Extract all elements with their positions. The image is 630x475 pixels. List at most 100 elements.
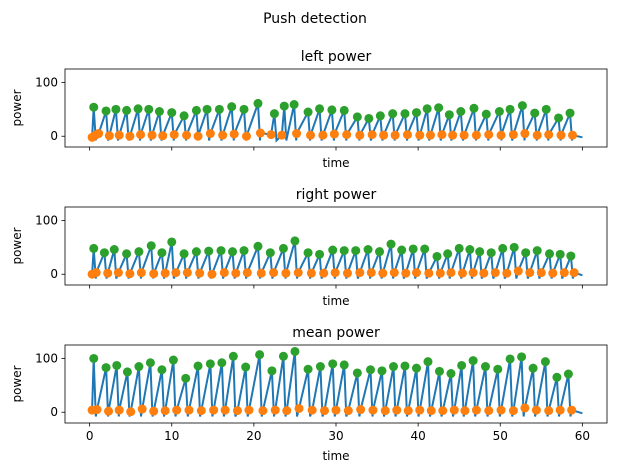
trough-marker xyxy=(342,268,352,278)
trough-marker xyxy=(380,406,390,416)
trough-marker xyxy=(126,407,136,417)
y-tick-label: 0 xyxy=(50,129,58,143)
subplot-right-power: right power 0 100 time power xyxy=(10,187,608,308)
peak-marker xyxy=(109,244,119,254)
peak-marker xyxy=(167,237,177,247)
trough-marker xyxy=(160,268,170,278)
peak-marker xyxy=(408,244,418,254)
trough-marker xyxy=(255,128,265,138)
x-axis-label: time xyxy=(322,156,349,170)
trough-marker xyxy=(368,405,378,415)
trough-marker xyxy=(182,130,192,140)
peak-marker xyxy=(303,107,313,117)
peak-marker xyxy=(493,364,503,374)
peak-marker xyxy=(122,105,132,115)
peak-marker xyxy=(216,246,226,256)
trough-marker xyxy=(415,405,425,415)
trough-marker xyxy=(306,130,316,140)
trough-marker xyxy=(318,130,328,140)
peak-marker xyxy=(411,108,421,118)
peak-marker xyxy=(400,109,410,119)
trough-marker xyxy=(536,268,546,278)
trough-marker xyxy=(355,130,365,140)
trough-marker xyxy=(437,130,447,140)
trough-marker xyxy=(172,405,182,415)
trough-marker xyxy=(567,405,577,415)
trough-marker xyxy=(520,129,530,139)
trough-marker xyxy=(496,130,506,140)
peak-marker xyxy=(352,368,362,378)
trough-marker xyxy=(282,406,292,416)
peak-marker xyxy=(454,243,464,253)
trough-marker xyxy=(342,130,352,140)
trough-marker xyxy=(184,405,194,415)
trough-marker xyxy=(160,406,170,416)
trough-marker xyxy=(366,268,376,278)
peak-marker xyxy=(530,108,540,118)
peak-marker xyxy=(89,243,99,253)
y-axis-label: power xyxy=(10,227,24,264)
trough-marker xyxy=(104,131,114,141)
peak-marker xyxy=(290,236,300,246)
peak-marker xyxy=(205,359,215,369)
trough-marker xyxy=(329,129,339,139)
peak-marker xyxy=(400,361,410,371)
peak-marker xyxy=(204,246,214,256)
peak-marker xyxy=(89,353,99,363)
figure-title: Push detection xyxy=(263,11,367,27)
trough-marker xyxy=(307,405,317,415)
subplot-title: left power xyxy=(301,49,372,65)
peak-marker xyxy=(375,111,385,121)
peak-marker xyxy=(420,244,430,254)
trough-marker xyxy=(367,130,377,140)
peak-marker xyxy=(339,105,349,115)
peak-marker xyxy=(267,366,277,376)
trough-marker xyxy=(446,268,456,278)
trough-marker xyxy=(531,405,541,415)
peak-marker xyxy=(377,366,387,376)
peak-marker xyxy=(444,110,454,120)
trough-marker xyxy=(484,406,494,416)
trough-marker xyxy=(229,129,239,139)
trough-marker xyxy=(219,268,229,278)
trough-marker xyxy=(114,405,124,415)
trough-marker xyxy=(147,130,157,140)
peak-marker xyxy=(290,346,300,356)
peak-marker xyxy=(422,104,432,114)
trough-marker xyxy=(94,129,104,139)
y-tick-label: 100 xyxy=(35,351,58,365)
trough-marker xyxy=(103,268,113,278)
peak-marker xyxy=(154,106,164,116)
peak-marker xyxy=(517,101,527,111)
trough-marker xyxy=(438,406,448,416)
trough-marker xyxy=(196,406,206,416)
peak-marker xyxy=(443,249,453,259)
peak-marker xyxy=(179,111,189,121)
trough-marker xyxy=(193,131,203,141)
trough-marker xyxy=(232,406,242,416)
peak-marker xyxy=(475,247,485,257)
trough-marker xyxy=(425,130,435,140)
trough-marker xyxy=(218,130,228,140)
trough-marker xyxy=(269,268,279,278)
peak-marker xyxy=(157,248,167,258)
trough-marker xyxy=(356,405,366,415)
trough-marker xyxy=(471,130,481,140)
trough-marker xyxy=(104,406,114,416)
trough-marker xyxy=(258,406,268,416)
peak-marker xyxy=(481,109,491,119)
peak-marker xyxy=(241,362,251,372)
trough-marker xyxy=(149,269,159,279)
x-tick-label: 20 xyxy=(246,429,261,443)
peak-marker xyxy=(565,108,575,118)
peak-marker xyxy=(339,360,349,370)
peak-marker xyxy=(555,249,565,259)
peak-marker xyxy=(552,372,562,382)
trough-marker xyxy=(484,130,494,140)
peak-marker xyxy=(545,249,555,259)
peak-marker xyxy=(468,356,478,366)
trough-marker xyxy=(525,268,535,278)
peak-marker xyxy=(469,103,479,113)
